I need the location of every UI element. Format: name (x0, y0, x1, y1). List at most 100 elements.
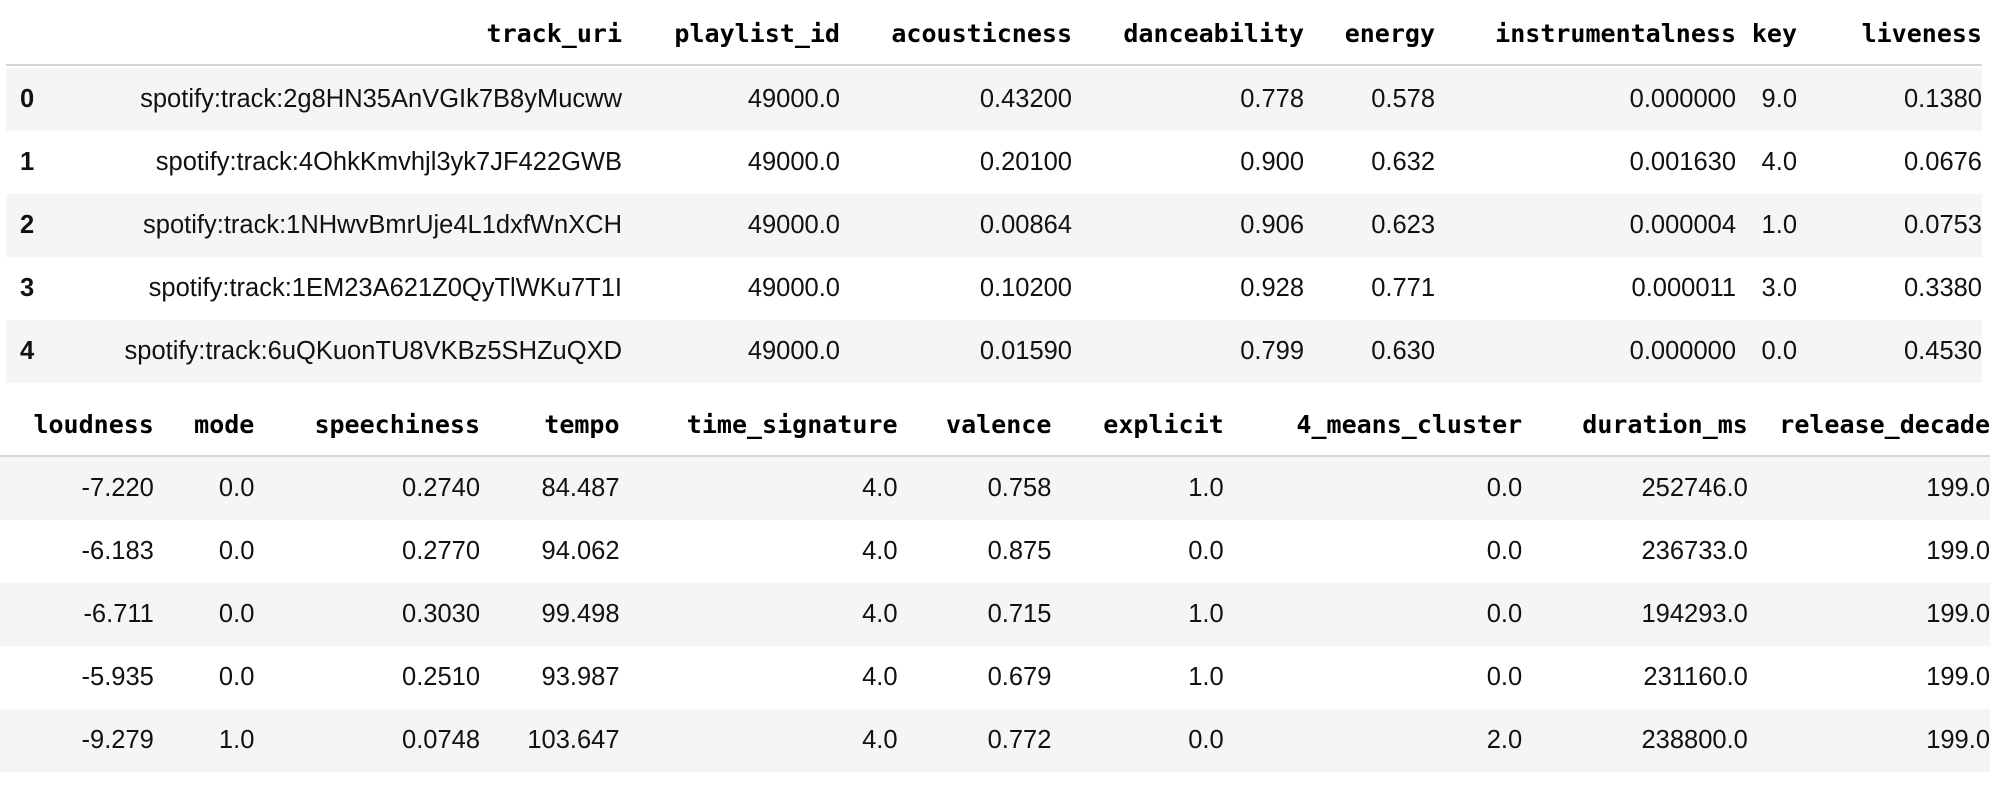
cell-mode: 0.0 (153, 646, 255, 709)
cell-valence: 0.772 (897, 709, 1052, 772)
column-header-instrumentalness: instrumentalness (1495, 18, 1736, 48)
row-index: 1 (6, 131, 54, 194)
column-header-4-means-cluster: 4_means_cluster (1296, 409, 1523, 439)
row-index: 3 (6, 257, 54, 320)
cell-explicit: 1.0 (1051, 646, 1224, 709)
table-row: 1 spotify:track:4OhkKmvhjl3yk7JF422GWB 4… (6, 131, 1982, 194)
cell-tempo: 94.062 (480, 520, 620, 583)
cell-acousticness: 0.20100 (840, 131, 1072, 194)
cell-loudness: -5.935 (0, 646, 154, 709)
cell-release-decade: 199.0 (1747, 646, 1990, 709)
cell-speechiness: 0.2510 (254, 646, 481, 709)
cell-tempo: 99.498 (480, 583, 620, 646)
column-header-duration-ms: duration_ms (1582, 409, 1748, 439)
cell-tempo: 103.647 (480, 709, 620, 772)
cell-valence: 0.679 (897, 646, 1052, 709)
header-rule-top (6, 64, 1982, 66)
header-rule-bottom (0, 455, 1990, 457)
cell-key: 3.0 (1736, 257, 1797, 320)
cell-key: 9.0 (1736, 68, 1797, 131)
cell-speechiness: 0.3030 (254, 583, 481, 646)
cell-explicit: 1.0 (1051, 457, 1224, 520)
cell-instrumentalness: 0.001630 (1435, 131, 1736, 194)
row-index: 4 (6, 320, 54, 383)
cell-playlist-id: 49000.0 (622, 320, 840, 383)
cell-key: 1.0 (1736, 194, 1797, 257)
cell-loudness: -9.279 (0, 709, 154, 772)
column-header-tempo: tempo (544, 409, 620, 439)
dataframe-bottom: loudness mode speechiness tempo time_sig… (0, 391, 1990, 772)
cell-explicit: 1.0 (1051, 583, 1224, 646)
cell-duration-ms: 236733.0 (1522, 520, 1748, 583)
cell-instrumentalness: 0.000011 (1435, 257, 1736, 320)
column-header-liveness: liveness (1861, 18, 1982, 48)
cell-mode: 1.0 (153, 709, 255, 772)
column-header-key: key (1751, 18, 1797, 48)
cell-loudness: -6.711 (0, 583, 154, 646)
cell-explicit: 0.0 (1051, 709, 1224, 772)
table-header-row: loudness mode speechiness tempo time_sig… (0, 391, 1990, 457)
cell-liveness: 0.1380 (1797, 68, 1982, 131)
cell-release-decade: 199.0 (1747, 709, 1990, 772)
cell-time-signature: 4.0 (619, 709, 898, 772)
cell-time-signature: 4.0 (619, 646, 898, 709)
column-header-time-signature: time_signature (686, 409, 898, 439)
cell-speechiness: 0.0748 (254, 709, 481, 772)
cell-playlist-id: 49000.0 (622, 131, 840, 194)
cell-4-means-cluster: 2.0 (1223, 709, 1523, 772)
cell-acousticness: 0.01590 (840, 320, 1072, 383)
cell-acousticness: 0.00864 (840, 194, 1072, 257)
dataframe-top: track_uri playlist_id acousticness dance… (6, 0, 1982, 383)
table-row: -6.183 0.0 0.2770 94.062 4.0 0.875 0.0 0… (0, 520, 1990, 583)
cell-danceability: 0.799 (1072, 320, 1304, 383)
cell-energy: 0.630 (1304, 320, 1435, 383)
table-row: -6.711 0.0 0.3030 99.498 4.0 0.715 1.0 0… (0, 583, 1990, 646)
cell-release-decade: 199.0 (1747, 520, 1990, 583)
column-header-explicit: explicit (1103, 409, 1224, 439)
cell-track-uri: spotify:track:4OhkKmvhjl3yk7JF422GWB (54, 131, 622, 194)
cell-track-uri: spotify:track:6uQKuonTU8VKBz5SHZuQXD (54, 320, 622, 383)
column-header-mode: mode (194, 409, 255, 439)
cell-acousticness: 0.10200 (840, 257, 1072, 320)
cell-liveness: 0.0676 (1797, 131, 1982, 194)
cell-release-decade: 199.0 (1747, 457, 1990, 520)
cell-liveness: 0.0753 (1797, 194, 1982, 257)
column-header-playlist-id: playlist_id (674, 18, 840, 48)
cell-key: 4.0 (1736, 131, 1797, 194)
cell-playlist-id: 49000.0 (622, 257, 840, 320)
cell-loudness: -6.183 (0, 520, 154, 583)
cell-instrumentalness: 0.000000 (1435, 320, 1736, 383)
cell-liveness: 0.3380 (1797, 257, 1982, 320)
cell-tempo: 84.487 (480, 457, 620, 520)
cell-explicit: 0.0 (1051, 520, 1224, 583)
cell-4-means-cluster: 0.0 (1223, 457, 1523, 520)
cell-mode: 0.0 (153, 520, 255, 583)
cell-energy: 0.771 (1304, 257, 1435, 320)
cell-duration-ms: 194293.0 (1522, 583, 1748, 646)
cell-valence: 0.875 (897, 520, 1052, 583)
cell-time-signature: 4.0 (619, 520, 898, 583)
cell-duration-ms: 231160.0 (1522, 646, 1748, 709)
cell-4-means-cluster: 0.0 (1223, 520, 1523, 583)
table-row: -9.279 1.0 0.0748 103.647 4.0 0.772 0.0 … (0, 709, 1990, 772)
cell-mode: 0.0 (153, 583, 255, 646)
cell-danceability: 0.906 (1072, 194, 1304, 257)
table-row: -5.935 0.0 0.2510 93.987 4.0 0.679 1.0 0… (0, 646, 1990, 709)
cell-time-signature: 4.0 (619, 583, 898, 646)
cell-energy: 0.632 (1304, 131, 1435, 194)
column-header-speechiness: speechiness (314, 409, 481, 439)
cell-liveness: 0.4530 (1797, 320, 1982, 383)
cell-valence: 0.715 (897, 583, 1052, 646)
cell-duration-ms: 252746.0 (1522, 457, 1748, 520)
column-header-valence: valence (946, 409, 1052, 439)
cell-playlist-id: 49000.0 (622, 68, 840, 131)
column-header-index (6, 0, 54, 68)
table-header-row: track_uri playlist_id acousticness dance… (6, 0, 1982, 68)
cell-instrumentalness: 0.000000 (1435, 68, 1736, 131)
cell-playlist-id: 49000.0 (622, 194, 840, 257)
cell-danceability: 0.928 (1072, 257, 1304, 320)
cell-danceability: 0.900 (1072, 131, 1304, 194)
row-index: 0 (6, 68, 54, 131)
cell-acousticness: 0.43200 (840, 68, 1072, 131)
cell-danceability: 0.778 (1072, 68, 1304, 131)
